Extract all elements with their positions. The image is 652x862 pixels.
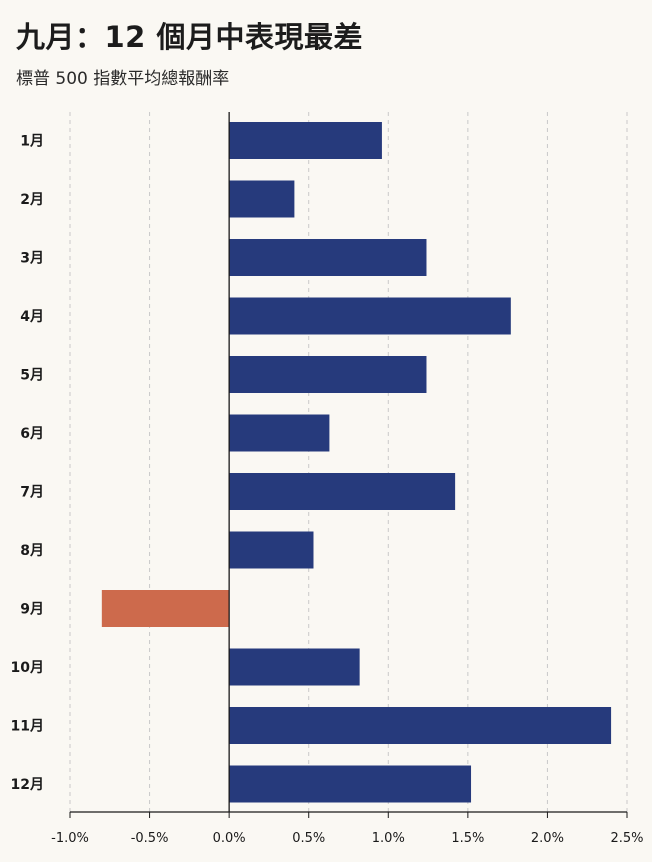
bar bbox=[229, 473, 456, 510]
bar bbox=[229, 356, 427, 393]
category-label: 2月 bbox=[20, 192, 44, 208]
category-label: 9月 bbox=[20, 602, 44, 618]
x-tick-label: 2.5% bbox=[610, 831, 643, 846]
category-label: 4月 bbox=[20, 309, 44, 325]
chart-title: 九月：12 個月中表現最差 bbox=[16, 20, 363, 54]
bar bbox=[101, 590, 230, 627]
category-label: 11月 bbox=[11, 719, 44, 735]
category-label: 3月 bbox=[20, 251, 44, 267]
bar bbox=[229, 122, 382, 159]
category-label: 6月 bbox=[20, 426, 44, 442]
x-tick-label: 1.5% bbox=[451, 831, 484, 846]
category-label: 1月 bbox=[20, 134, 44, 150]
bar bbox=[229, 531, 314, 569]
bar bbox=[229, 180, 295, 218]
category-label: 12月 bbox=[11, 777, 44, 793]
bar bbox=[229, 297, 511, 335]
category-label: 8月 bbox=[20, 543, 44, 559]
category-label: 10月 bbox=[11, 660, 44, 676]
bar bbox=[229, 765, 472, 803]
category-label: 5月 bbox=[20, 368, 44, 384]
bar bbox=[229, 239, 427, 276]
bar bbox=[229, 707, 612, 744]
category-label: 7月 bbox=[20, 485, 44, 501]
x-tick-label: -0.5% bbox=[131, 831, 169, 846]
bar bbox=[229, 414, 330, 452]
x-tick-label: 0.5% bbox=[292, 831, 325, 846]
x-tick-label: 0.0% bbox=[213, 831, 246, 846]
chart-subtitle: 標普 500 指數平均總報酬率 bbox=[16, 69, 230, 89]
bar bbox=[229, 648, 360, 686]
x-tick-label: 2.0% bbox=[531, 831, 564, 846]
x-tick-label: -1.0% bbox=[51, 831, 89, 846]
x-tick-label: 1.0% bbox=[372, 831, 405, 846]
